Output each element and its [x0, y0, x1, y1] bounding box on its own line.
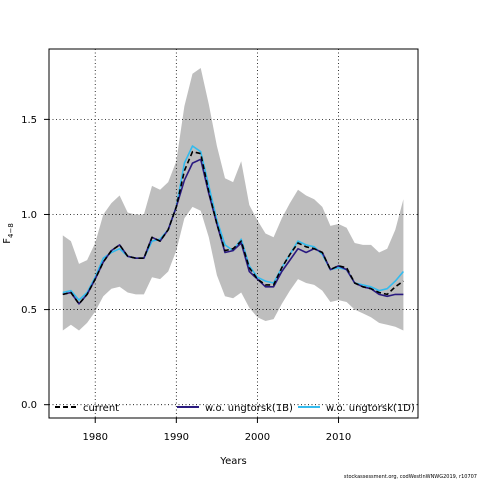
- x-tick-label: 1990: [164, 432, 189, 443]
- legend-item: w.o. ungtorsk(1D): [298, 403, 415, 414]
- y-tick-label: 1.0: [21, 210, 37, 221]
- y-axis-title-subscript: 4−8: [7, 223, 15, 238]
- legend-label: current: [83, 403, 119, 414]
- y-axis-title-main: F: [2, 238, 13, 244]
- legend-item: w.o. ungtorsk(1B): [177, 403, 293, 414]
- legend-label: w.o. ungtorsk(1D): [326, 403, 415, 414]
- legend: current w.o. ungtorsk(1B) w.o. ungtorsk(1D…: [55, 403, 415, 414]
- x-axis-title: Years: [219, 456, 246, 467]
- confidence-band: [62, 68, 404, 331]
- footer-credit: stockassessment.org, codWestInWNWG2019, …: [344, 474, 477, 480]
- y-tick-label: 1.5: [21, 115, 37, 126]
- series-line: [62, 158, 404, 305]
- plot-frame: [48, 48, 419, 419]
- y-axis: 0.0 0.5 1.0 1.5: [21, 115, 49, 411]
- y-tick-label: 0.5: [21, 305, 37, 316]
- x-tick-label: 2000: [245, 432, 270, 443]
- confidence-band-layer: [62, 68, 404, 331]
- y-axis-title: F4−8: [2, 223, 15, 244]
- x-axis: 1980 1990 2000 2010: [82, 418, 351, 443]
- series-line: [62, 150, 404, 305]
- x-tick-label: 1980: [82, 432, 107, 443]
- legend-item: current: [55, 403, 119, 414]
- y-tick-label: 0.0: [21, 400, 37, 411]
- series-layer: [62, 145, 405, 305]
- x-tick-label: 2010: [326, 432, 351, 443]
- legend-label: w.o. ungtorsk(1B): [205, 403, 293, 414]
